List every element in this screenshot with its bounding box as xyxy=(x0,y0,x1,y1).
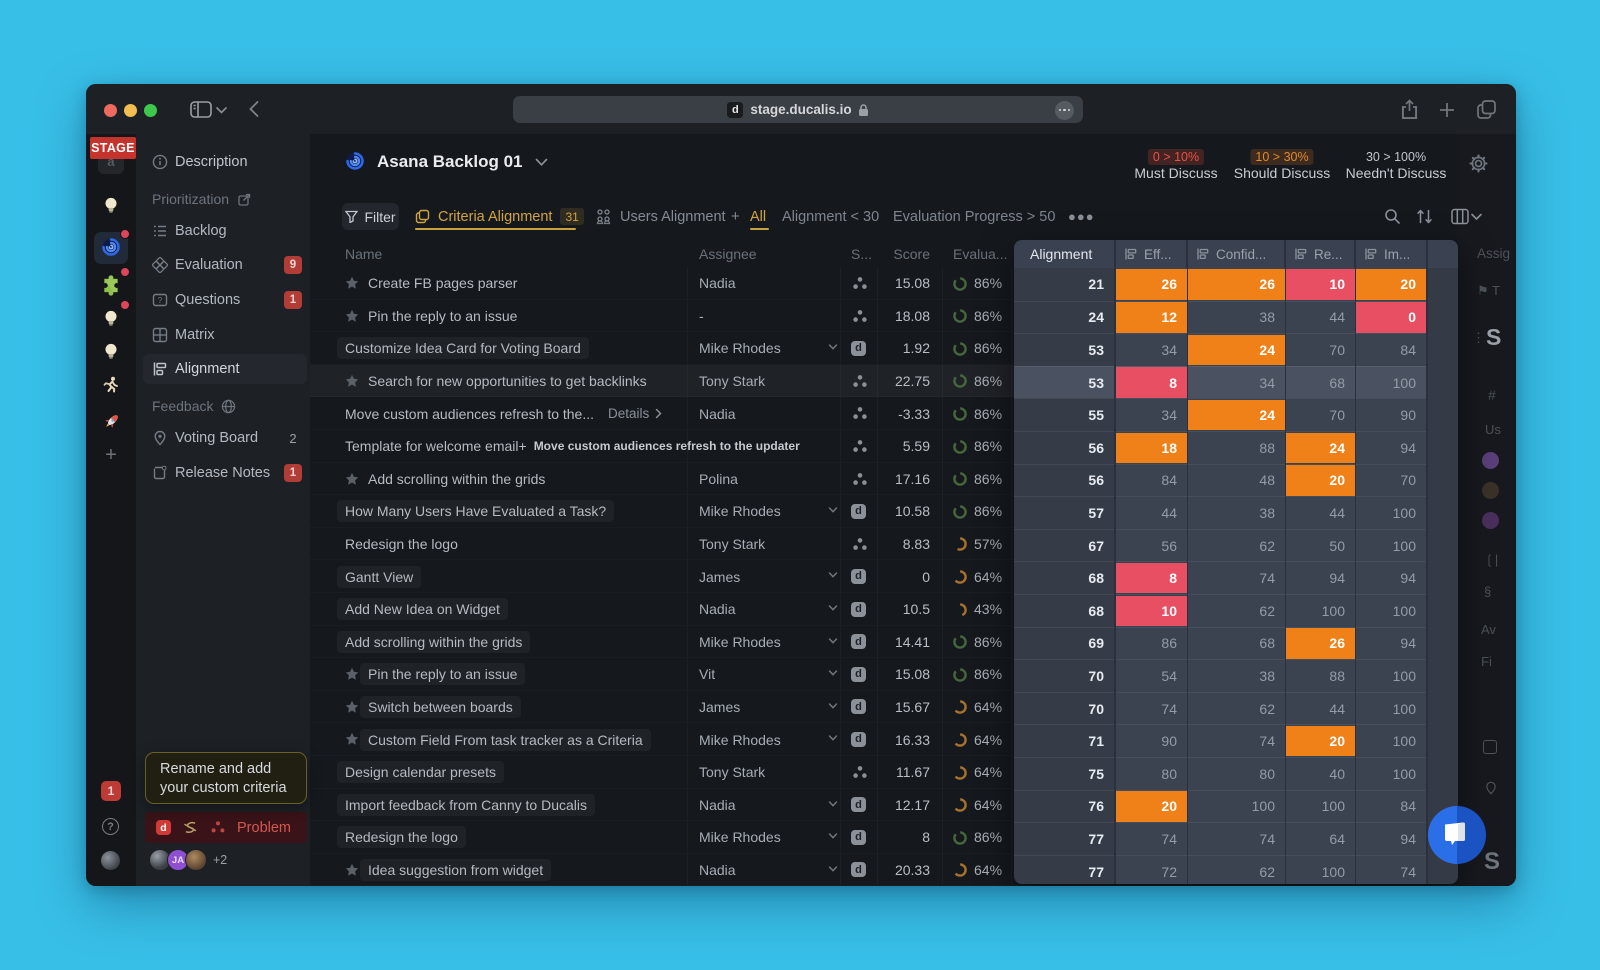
svg-text:?: ? xyxy=(158,296,163,305)
